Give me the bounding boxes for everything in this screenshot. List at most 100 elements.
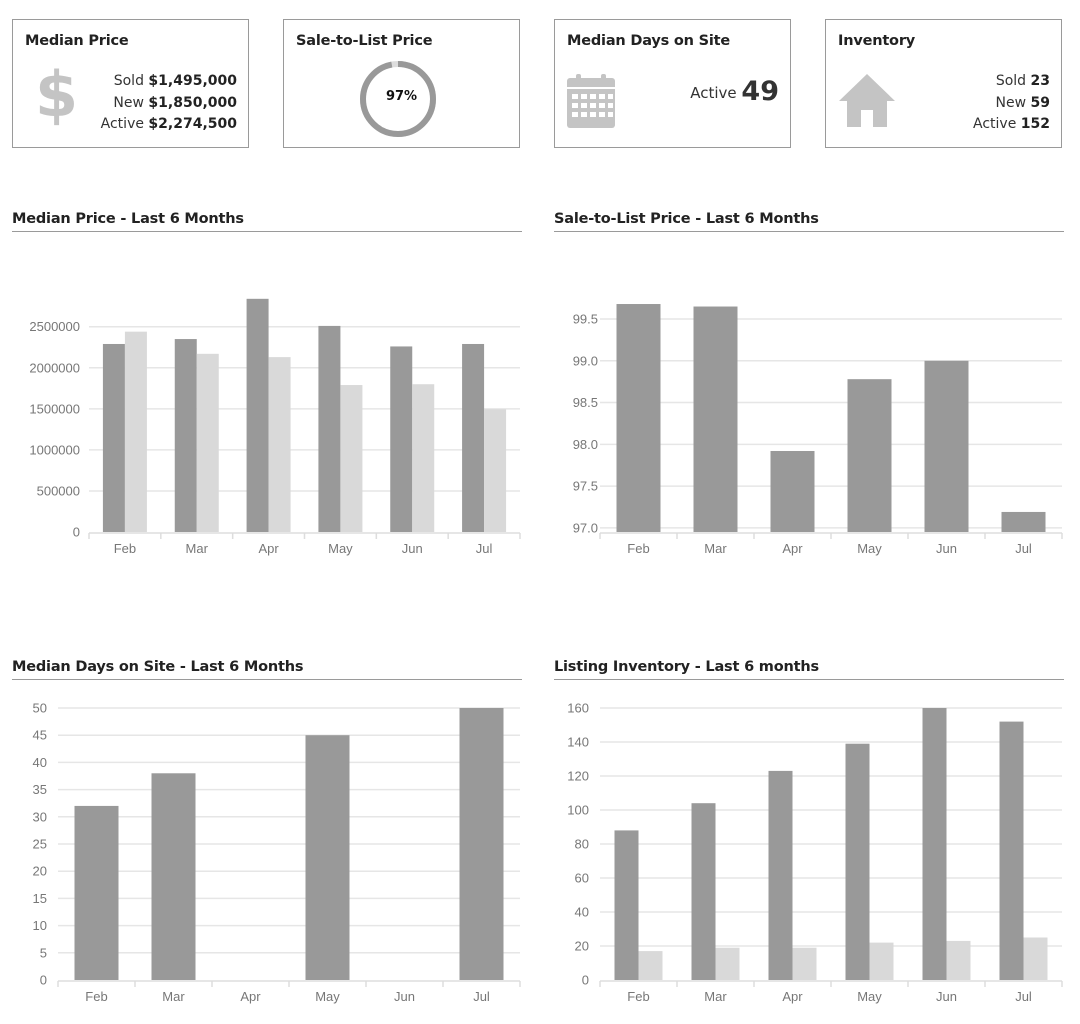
x-tick-label: Jul (1015, 541, 1032, 556)
y-tick-label: 15 (33, 891, 47, 906)
x-tick-label: May (328, 541, 353, 556)
bar-feb-secondary (124, 331, 147, 532)
house-icon (839, 74, 895, 127)
x-tick-label: Mar (704, 989, 727, 1004)
y-tick-label: 80 (575, 837, 589, 852)
y-tick-label: 2500000 (29, 319, 80, 334)
x-tick-label: Feb (114, 541, 136, 556)
y-tick-label: 25 (33, 837, 47, 852)
bar-may-secondary (869, 942, 894, 980)
divider (554, 679, 1064, 680)
y-tick-label: 97.5 (573, 479, 598, 494)
x-tick-label: Feb (627, 541, 649, 556)
y-tick-label: 1000000 (29, 442, 80, 457)
divider (12, 679, 522, 680)
x-tick-label: Jul (476, 541, 493, 556)
bar-may-primary (845, 743, 870, 980)
stat-row-active: Active $2,274,500 (100, 116, 237, 132)
y-tick-label: 97.0 (573, 520, 598, 535)
bar-mar-primary (691, 803, 716, 980)
bar-feb-primary (74, 805, 119, 980)
days-on-site-value: 49 (741, 76, 779, 107)
days-on-site-card-title: Median Days on Site (567, 33, 730, 49)
inventory-stats: Sold 23 New 59 Active 152 (973, 71, 1050, 136)
bar-mar-primary (151, 773, 196, 980)
bar-may-secondary (340, 385, 363, 532)
bar-apr-secondary (792, 947, 817, 980)
median-price-chart-title: Median Price - Last 6 Months (12, 211, 244, 227)
bar-jul-primary (462, 343, 485, 532)
y-tick-label: 98.5 (573, 395, 598, 410)
stat-row-sold: Sold 23 (995, 73, 1050, 89)
y-tick-label: 0 (73, 525, 80, 540)
y-tick-label: 5 (40, 945, 47, 960)
bar-jun-primary (390, 346, 413, 532)
x-tick-label: Jul (473, 989, 490, 1004)
bar-jun-secondary (412, 384, 435, 532)
y-tick-label: 98.0 (573, 437, 598, 452)
x-tick-label: Mar (704, 541, 727, 556)
y-tick-label: 1500000 (29, 401, 80, 416)
y-tick-label: 500000 (37, 483, 80, 498)
median-price-card: Median Price $ Sold $1,495,000 New $1,85… (12, 19, 249, 148)
bar-feb-primary (102, 343, 125, 532)
x-tick-label: May (315, 989, 340, 1004)
calendar-icon (567, 74, 615, 128)
median-price-card-title: Median Price (25, 33, 129, 49)
inventory-card-title: Inventory (838, 33, 916, 49)
x-tick-label: Jun (936, 989, 957, 1004)
x-tick-label: Apr (258, 541, 279, 556)
bar-mar-secondary (715, 947, 740, 980)
bar-may-primary (847, 379, 892, 532)
bar-mar-primary (693, 306, 738, 532)
y-tick-label: 120 (567, 769, 589, 784)
bar-feb-secondary (638, 951, 663, 980)
divider (554, 231, 1064, 232)
x-tick-label: Feb (85, 989, 107, 1004)
y-tick-label: 30 (33, 809, 47, 824)
x-tick-label: Feb (627, 989, 649, 1004)
days-on-site-chart-title: Median Days on Site - Last 6 Months (12, 659, 304, 675)
y-tick-label: 0 (582, 973, 589, 988)
bar-jul-primary (1001, 511, 1046, 532)
bar-may-primary (305, 735, 350, 980)
sale-to-list-percent: 97% (385, 89, 418, 104)
bar-apr-primary (768, 770, 793, 980)
y-tick-label: 0 (40, 973, 47, 988)
y-tick-label: 100 (567, 803, 589, 818)
bar-jun-secondary (946, 940, 971, 980)
bar-mar-primary (174, 339, 197, 532)
y-tick-label: 99.0 (573, 353, 598, 368)
stat-row-sold: Sold $1,495,000 (113, 73, 237, 89)
y-tick-label: 2000000 (29, 360, 80, 375)
inventory-card: Inventory Sold 23 New 59 Active 152 (825, 19, 1062, 148)
bar-may-primary (318, 325, 341, 532)
sale-to-list-card-title: Sale-to-List Price (296, 33, 433, 49)
bar-jul-secondary (1023, 937, 1048, 980)
days-on-site-card: Median Days on Site Active 49 (554, 19, 791, 148)
x-tick-label: Jun (936, 541, 957, 556)
x-tick-label: May (857, 989, 882, 1004)
bar-apr-primary (246, 298, 269, 532)
bar-jun-primary (922, 708, 947, 980)
sale-to-list-card: Sale-to-List Price 97% (283, 19, 520, 148)
y-tick-label: 20 (575, 939, 589, 954)
x-tick-label: Mar (162, 989, 185, 1004)
x-tick-label: Jun (402, 541, 423, 556)
bar-feb-primary (614, 830, 639, 980)
bar-jul-primary (999, 721, 1024, 980)
bar-jul-primary (459, 708, 504, 980)
y-tick-label: 99.5 (573, 312, 598, 327)
listing-inventory-chart-title: Listing Inventory - Last 6 months (554, 659, 819, 675)
donut-arc (360, 61, 436, 137)
y-tick-label: 60 (575, 871, 589, 886)
sale-to-list-chart-title: Sale-to-List Price - Last 6 Months (554, 211, 819, 227)
median-price-stats: Sold $1,495,000 New $1,850,000 Active $2… (101, 71, 237, 136)
bar-jun-primary (924, 360, 969, 532)
bar-apr-secondary (268, 357, 291, 532)
y-tick-label: 35 (33, 782, 47, 797)
